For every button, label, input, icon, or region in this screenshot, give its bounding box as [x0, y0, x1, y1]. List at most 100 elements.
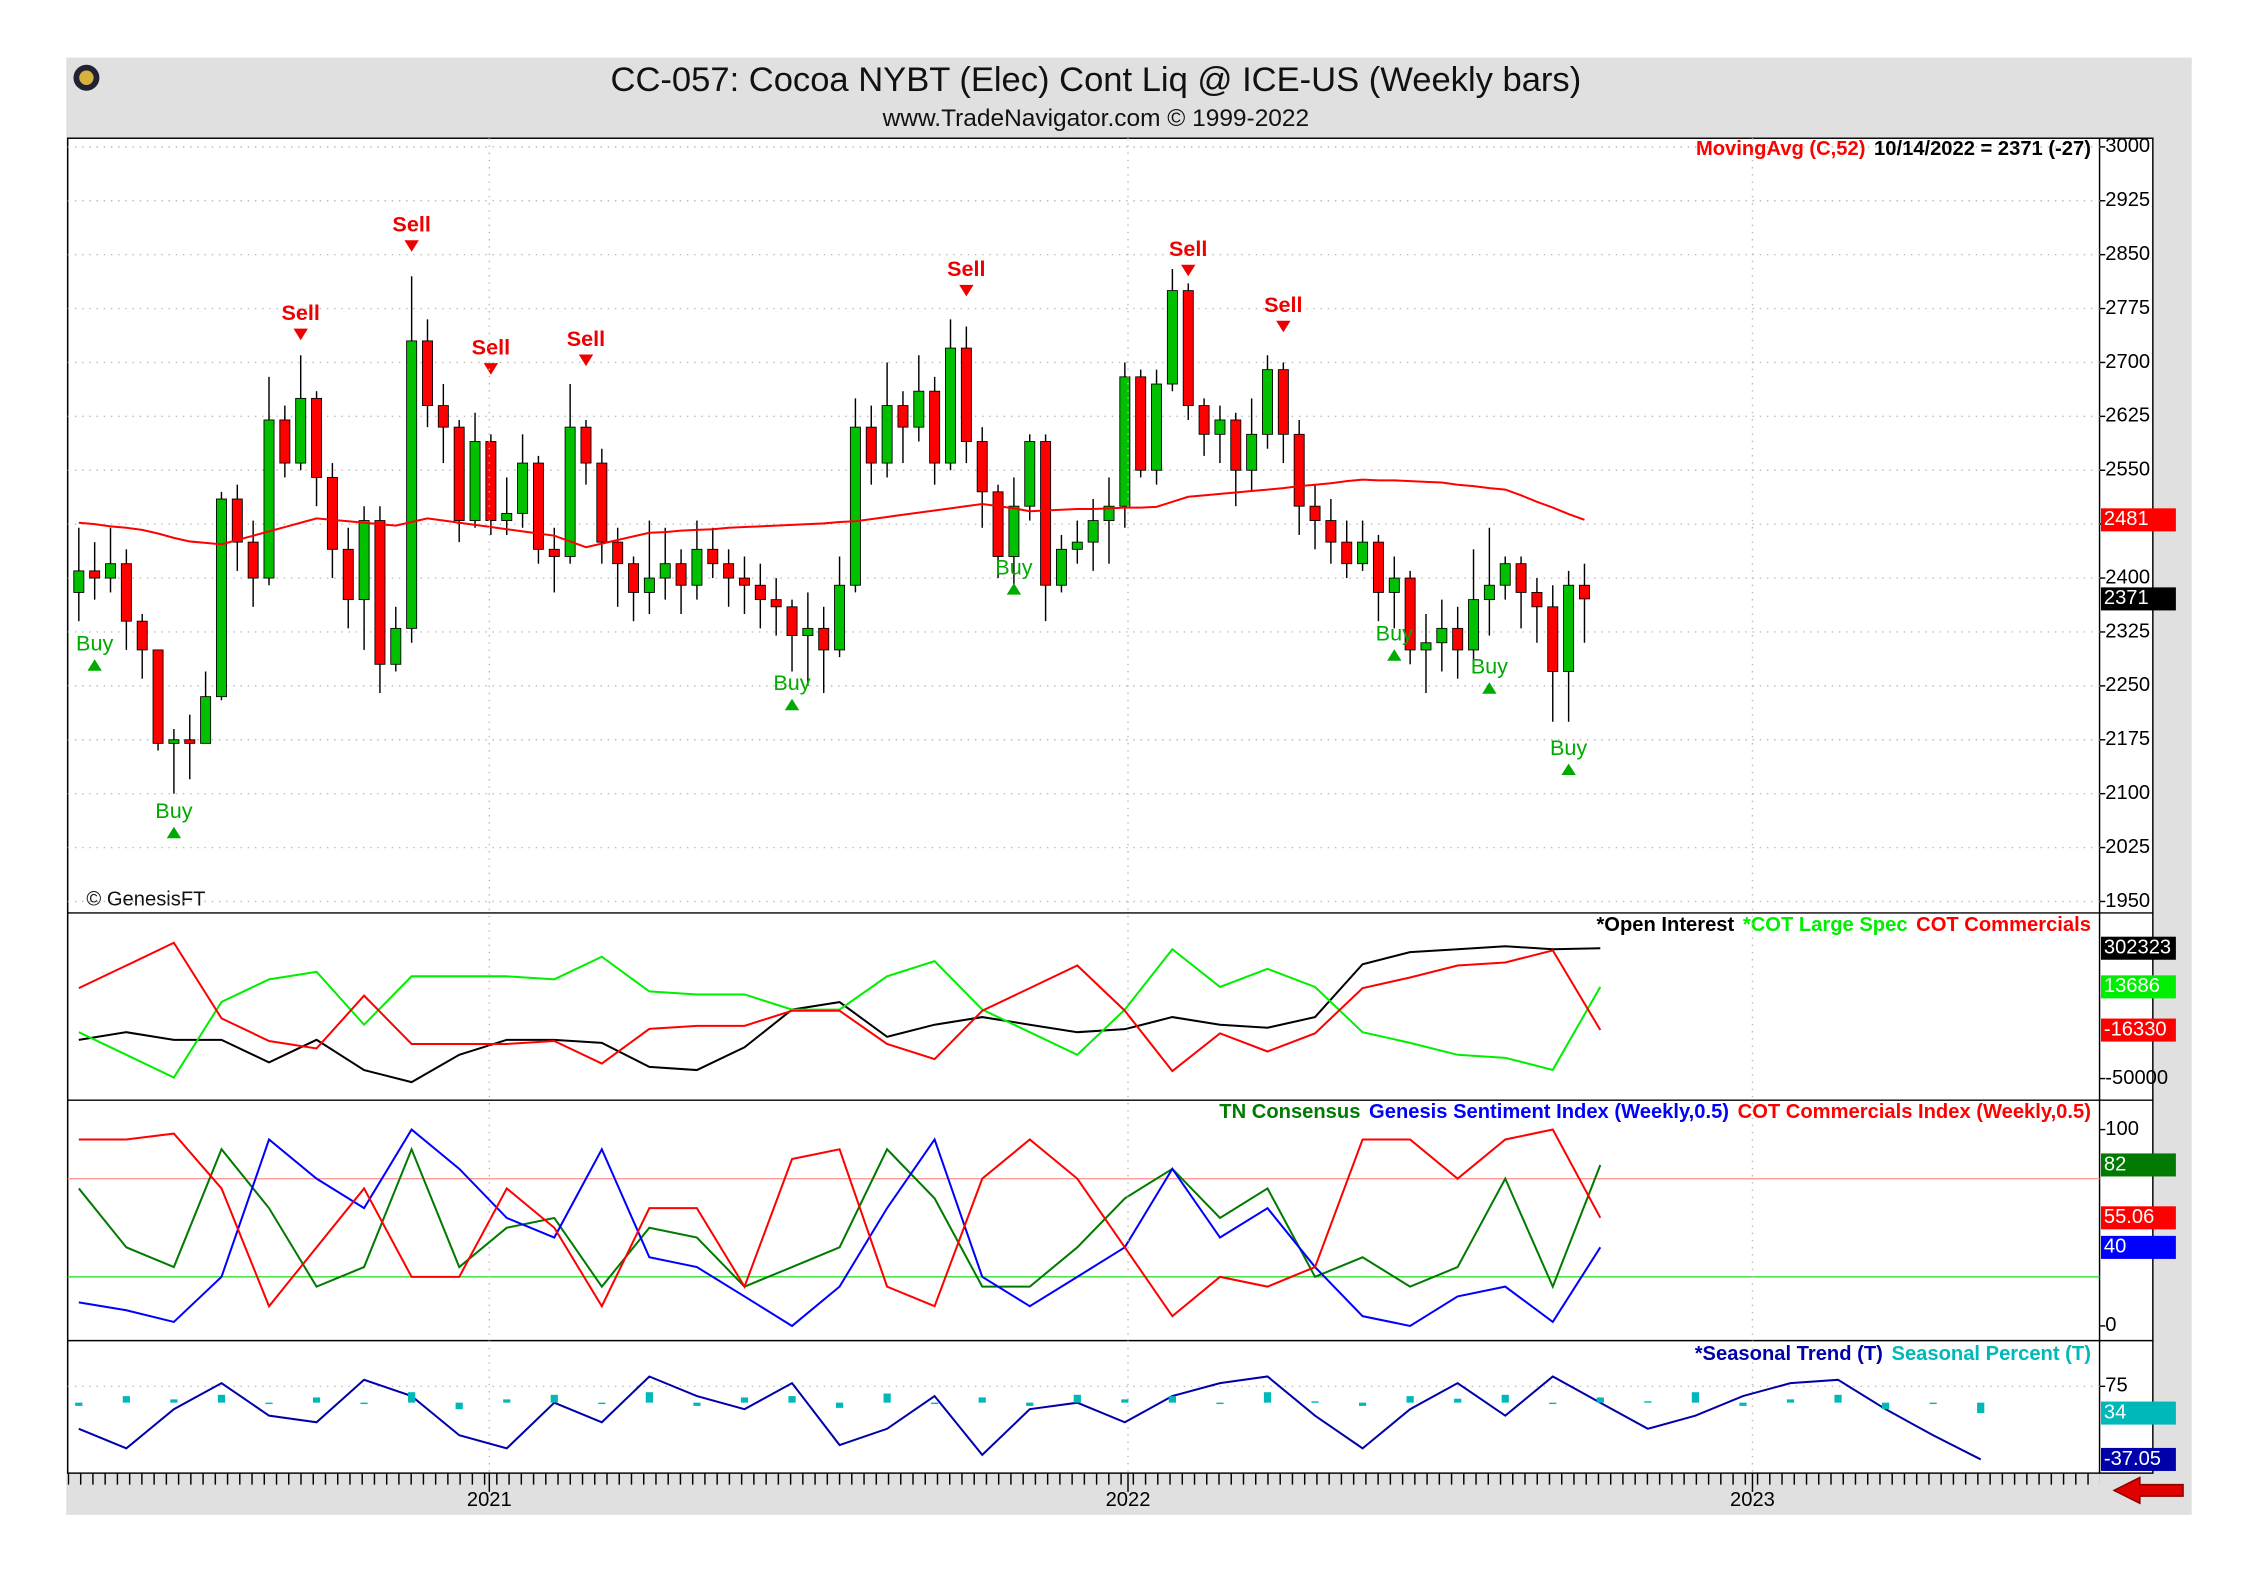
y-tick-label: 0 [2105, 1314, 2116, 1336]
bar [1881, 1402, 1890, 1410]
signal-label: Buy [1376, 621, 1413, 646]
candle-body [849, 426, 861, 586]
y-tick-label: -50000 [2105, 1067, 2168, 1089]
scroll-arrow[interactable] [2112, 1476, 2184, 1505]
signal-label: Sell [567, 326, 605, 351]
candle-body [1547, 606, 1559, 672]
signal-label: Buy [1550, 735, 1587, 760]
candle-body [1230, 419, 1242, 471]
y-tick-label: 2100 [2105, 782, 2150, 804]
last-value-label: 55.06 [2104, 1206, 2154, 1228]
bar [1977, 1402, 1985, 1414]
signal-marker [293, 328, 308, 341]
candle-body [469, 441, 481, 522]
candle-body [168, 739, 180, 744]
bar [1501, 1394, 1509, 1403]
bar [1026, 1402, 1034, 1406]
candle-body [120, 563, 132, 622]
signal-label: Sell [281, 300, 319, 325]
bar [170, 1399, 178, 1403]
candle-body [738, 577, 750, 586]
bar [1263, 1392, 1272, 1403]
candle-body [1309, 505, 1321, 522]
y-tick-label: 2775 [2105, 297, 2150, 319]
candle-body [1262, 369, 1273, 435]
bar [1834, 1394, 1842, 1403]
legend-entry: *Open Interest [1596, 914, 1734, 936]
candle-body [992, 491, 1004, 557]
legend: *Open Interest *COT Large Spec COT Commerc… [1596, 914, 2090, 936]
legend-entry: Seasonal Percent (T) [1892, 1343, 2091, 1365]
bar [1929, 1402, 1937, 1405]
candle-body [1246, 433, 1258, 471]
signal-marker [959, 284, 974, 297]
bar [598, 1402, 606, 1405]
signal-label: Buy [76, 631, 113, 656]
bar [978, 1397, 986, 1403]
bar [312, 1397, 321, 1403]
candle-body [913, 390, 925, 428]
candle-body [754, 584, 766, 601]
candle-body [437, 405, 449, 428]
candle-body [1055, 548, 1067, 586]
candle-body [247, 541, 259, 579]
candle-body [1103, 505, 1115, 522]
bar [1358, 1402, 1367, 1406]
candle-body [881, 405, 893, 464]
candle-body [136, 620, 148, 651]
y-tick-label: 2400 [2105, 566, 2150, 588]
candle-body [295, 397, 307, 464]
y-tick-label: 2025 [2105, 836, 2150, 858]
signal-label: Sell [472, 334, 510, 359]
moving-average [78, 478, 1585, 549]
logo [79, 70, 94, 85]
bar [217, 1394, 226, 1403]
candle-body [358, 520, 370, 601]
candle-body [311, 397, 323, 478]
y-tick-label: 2850 [2105, 243, 2150, 265]
candle-body [501, 512, 513, 522]
bar [788, 1396, 796, 1403]
candle-body [675, 563, 687, 586]
bar [1549, 1402, 1557, 1405]
candle-body [1071, 541, 1083, 550]
candle-body [406, 340, 418, 629]
week-ticks [67, 1473, 2100, 1488]
candle-body [342, 548, 354, 601]
series-line [78, 945, 1601, 1084]
legend-entry: 10/14/2022 = 2371 (-27) [1874, 138, 2091, 160]
signal-marker [1276, 320, 1291, 333]
last-value-box [2101, 1206, 2176, 1230]
candle-body [770, 599, 782, 608]
candle-body [548, 548, 560, 557]
candle-body [517, 462, 529, 514]
candle-body [897, 405, 909, 428]
bar [1786, 1399, 1795, 1403]
candle-body [263, 419, 275, 579]
candle-body [152, 649, 164, 744]
signal-marker [87, 659, 102, 671]
annotation: © GenesisFT [86, 888, 205, 910]
legend-entry: *COT Large Spec [1743, 914, 1908, 936]
last-value-label: 13686 [2104, 975, 2160, 997]
bar [1739, 1402, 1747, 1406]
candle-body [1563, 584, 1575, 672]
bar [408, 1392, 416, 1403]
signal-marker [1482, 682, 1497, 694]
bar [1311, 1401, 1319, 1403]
legend-entry: Genesis Sentiment Index (Weekly,0.5) [1369, 1101, 1729, 1123]
chart-subtitle: www.TradeNavigator.com © 1999-2022 [882, 105, 1310, 132]
x-tick-label: 2022 [1106, 1489, 1151, 1511]
candle-body [184, 739, 196, 744]
candle-body [453, 426, 465, 522]
candle-body [1388, 577, 1400, 593]
bar [645, 1392, 653, 1403]
last-value-box [2101, 1153, 2176, 1177]
y-tick-label: 2175 [2105, 728, 2150, 750]
candle-body [834, 584, 846, 651]
candle-body [1087, 520, 1099, 543]
bar [693, 1402, 701, 1406]
signal-marker [1561, 763, 1576, 775]
last-value-box [2101, 587, 2176, 611]
